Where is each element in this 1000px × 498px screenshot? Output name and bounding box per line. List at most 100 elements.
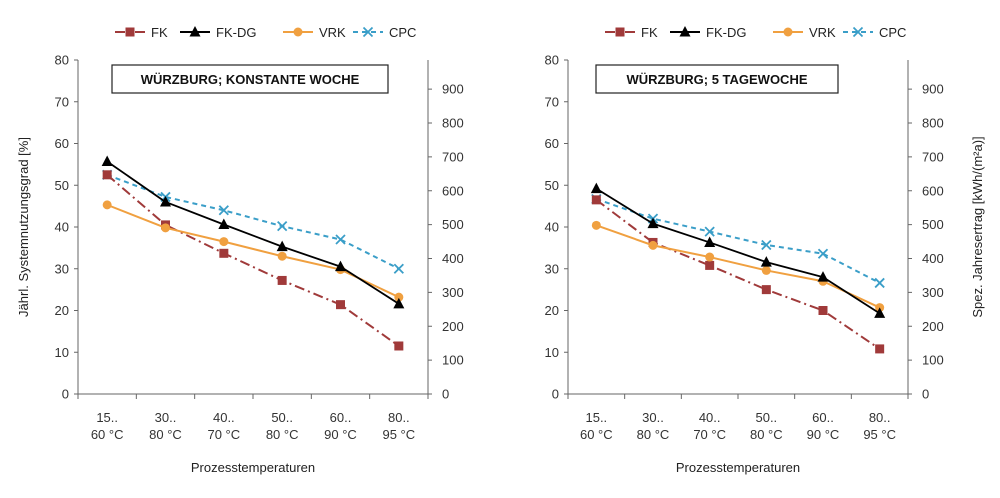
data-point — [277, 251, 287, 261]
x-tick-label: 80 °C — [637, 427, 670, 442]
x-axis-title: Prozesstemperaturen — [191, 460, 315, 475]
data-point — [276, 240, 288, 252]
data-point — [591, 195, 601, 205]
y2-tick-label: 300 — [442, 285, 464, 300]
series-line — [106, 160, 400, 305]
x-tick-label: 15.. — [585, 410, 607, 425]
chart-panel-2: 0102030405060708001002003004005006007008… — [545, 25, 985, 475]
legend-item-fk: FK — [605, 25, 658, 40]
x-tick-label: 60.. — [330, 410, 352, 425]
y-tick-label: 60 — [545, 136, 559, 151]
legend-item-vrk: VRK — [283, 25, 346, 40]
y2-tick-label: 600 — [442, 183, 464, 198]
data-point — [101, 155, 113, 166]
data-point — [102, 170, 112, 180]
data-point-stroke — [817, 248, 829, 259]
x-tick-label: 80 °C — [750, 427, 783, 442]
data-point — [218, 218, 230, 229]
y-tick-label: 40 — [55, 220, 69, 235]
data-point — [818, 306, 828, 315]
y-tick-label: 70 — [55, 94, 69, 109]
data-point — [874, 307, 886, 318]
y-tick-label: 50 — [545, 178, 559, 193]
x-axis-title: Prozesstemperaturen — [676, 460, 800, 475]
y-tick-label: 40 — [545, 220, 559, 235]
legend-label: FK-DG — [706, 25, 746, 40]
series-line — [596, 198, 881, 284]
chart-title-box — [111, 64, 389, 94]
data-point — [648, 240, 658, 250]
x-tick-label: 70 °C — [693, 427, 726, 442]
data-point — [705, 252, 715, 262]
data-point — [219, 237, 229, 247]
data-point — [336, 300, 345, 310]
data-point — [393, 297, 405, 309]
y-tick-label: 70 — [545, 94, 559, 109]
data-point — [783, 27, 793, 37]
data-point — [647, 217, 659, 229]
legend-item-fk-dg: FK-DG — [670, 25, 746, 40]
y2-tick-label: 500 — [922, 217, 944, 232]
data-point — [591, 220, 601, 230]
y2-tick-label: 500 — [442, 217, 464, 232]
data-point-stroke — [852, 26, 864, 38]
data-point — [362, 26, 374, 38]
x-tick-label: 95 °C — [863, 427, 896, 442]
data-point — [218, 205, 229, 216]
x-tick-label: 95 °C — [382, 427, 415, 442]
legend-label: CPC — [879, 25, 906, 40]
legend-label: FK-DG — [216, 25, 256, 40]
data-point-stroke — [335, 234, 346, 245]
data-point — [277, 275, 287, 285]
y2-tick-label: 400 — [922, 251, 944, 266]
chart-panel-1: 0102030405060708001002003004005006007008… — [16, 25, 464, 475]
series-cpc — [591, 193, 885, 289]
x-tick-label: 30.. — [155, 410, 177, 425]
data-point — [277, 221, 288, 232]
x-tick-label: 50.. — [271, 410, 293, 425]
y-tick-label: 20 — [545, 303, 559, 318]
x-tick-label: 60 °C — [580, 427, 613, 442]
series-line — [595, 199, 881, 350]
series-fk — [591, 195, 885, 354]
y2-tick-label: 800 — [442, 116, 464, 131]
data-point — [705, 260, 715, 270]
data-point — [817, 248, 829, 259]
y2-tick-label: 700 — [922, 149, 944, 164]
y2-tick-label: 0 — [442, 387, 449, 402]
y2-tick-label: 800 — [922, 116, 944, 131]
series-vrk — [591, 220, 885, 313]
data-point — [875, 344, 885, 354]
x-tick-label: 40.. — [699, 410, 721, 425]
y2-tick-label: 100 — [442, 353, 464, 368]
x-tick-label: 30.. — [642, 410, 664, 425]
legend-label: CPC — [389, 25, 416, 40]
data-point — [293, 27, 303, 37]
data-point — [704, 236, 716, 247]
y-tick-label: 80 — [55, 53, 69, 68]
x-tick-label: 40.. — [213, 410, 235, 425]
legend: FK FK-DG VRK CPC — [115, 25, 416, 40]
data-point — [760, 256, 772, 267]
y-tick-label: 30 — [545, 261, 559, 276]
data-point-stroke — [277, 221, 288, 232]
y-axis-title: Jährl. Systemnutzungsgrad [%] — [16, 137, 31, 317]
x-tick-label: 15.. — [96, 410, 118, 425]
data-point — [615, 27, 625, 37]
x-tick-label: 60 °C — [91, 427, 124, 442]
data-point — [761, 239, 772, 251]
x-tick-label: 70 °C — [207, 427, 240, 442]
data-point — [161, 223, 170, 233]
data-point — [817, 271, 829, 282]
legend-item-fk: FK — [115, 25, 168, 40]
x-tick-label: 60.. — [812, 410, 834, 425]
series-line — [106, 203, 400, 299]
data-point — [394, 292, 404, 302]
series-fk-dg — [590, 182, 886, 318]
data-point-stroke — [218, 205, 229, 216]
x-tick-label: 90 °C — [807, 427, 840, 442]
x-tick-label: 50.. — [755, 410, 777, 425]
data-point — [219, 248, 229, 258]
series-cpc — [102, 169, 404, 274]
